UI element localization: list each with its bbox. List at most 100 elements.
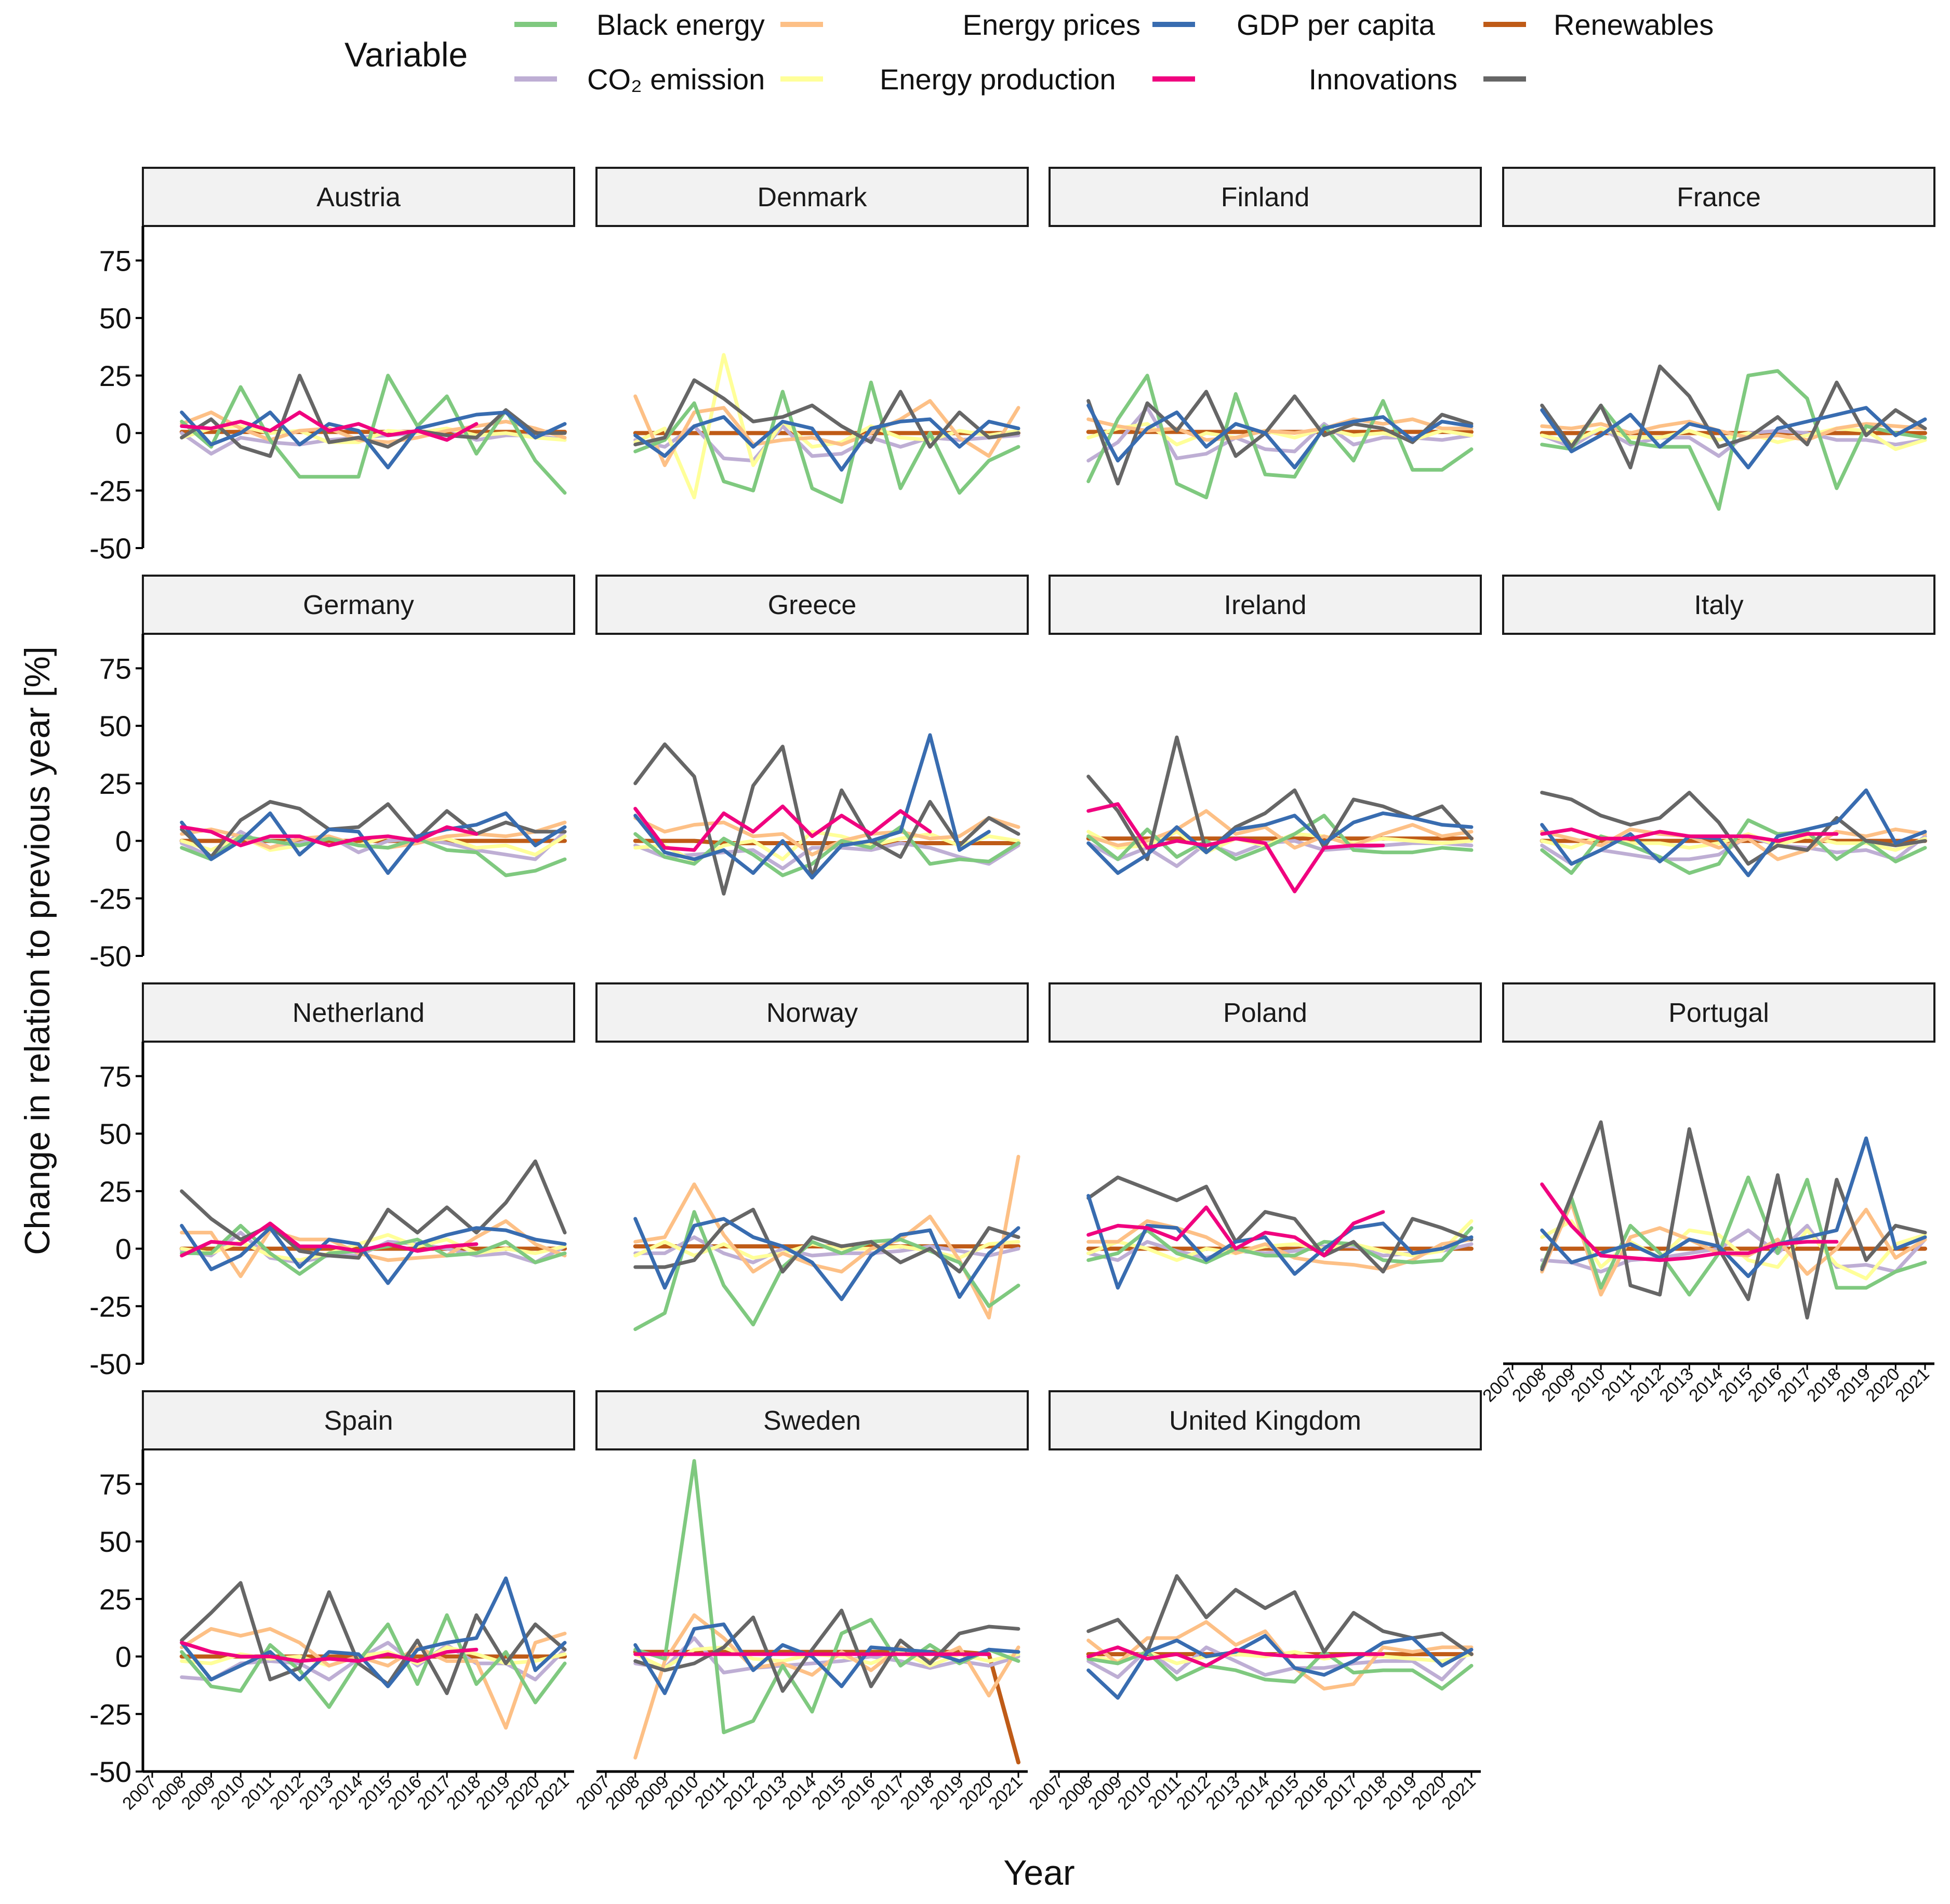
panel-portugal: Portugal 20072008200920102011201220132014…	[1479, 982, 1935, 1406]
series-line-gdp	[633, 733, 991, 880]
x-tick-label: 2015	[808, 1772, 850, 1814]
y-tick-label: 75	[99, 1468, 131, 1500]
x-tick-label: 2016	[838, 1772, 879, 1814]
panel-sweden: Sweden2007200820092010201120122013201420…	[572, 1390, 1029, 1814]
panel-title: Portugal	[1668, 998, 1769, 1028]
series-line-innov	[180, 825, 479, 847]
x-tick-label: 2012	[1626, 1364, 1668, 1406]
panel-title: Germany	[303, 590, 414, 620]
series-line-prod	[1540, 1219, 1927, 1281]
x-tick-label: 2015	[1715, 1364, 1756, 1406]
series-line-black	[1540, 1175, 1927, 1297]
panel-title: United Kingdom	[1169, 1406, 1361, 1436]
x-tick-label: 2018	[1803, 1364, 1845, 1406]
x-tick-label: 2017	[867, 1772, 908, 1814]
x-tick-label: 2019	[926, 1772, 967, 1814]
series-line-patents	[180, 800, 567, 859]
panel-title: Ireland	[1224, 590, 1307, 620]
y-tick-label: 0	[115, 417, 131, 450]
x-tick-label: 2009	[631, 1772, 673, 1814]
series-line-patents	[1086, 1574, 1474, 1656]
y-tick-label: -50	[89, 532, 131, 565]
y-tick-label: 25	[99, 1175, 131, 1208]
x-tick-label: 2019	[1833, 1364, 1874, 1406]
legend-label-co2: CO₂ emission	[587, 63, 765, 96]
series-line-innov	[180, 1221, 479, 1258]
x-tick-label: 2021	[985, 1772, 1026, 1814]
series-line-renew	[633, 1649, 1020, 1765]
y-tick-label: 25	[99, 767, 131, 800]
series-line-patents	[180, 374, 567, 458]
series-line-patents	[633, 378, 1020, 449]
x-tick-label: 2012	[720, 1772, 761, 1814]
panel-strip	[1049, 167, 1482, 227]
series-line-patents	[1540, 1120, 1927, 1320]
x-tick-label: 2008	[1055, 1772, 1096, 1814]
y-tick-label: 0	[115, 1641, 131, 1673]
x-tick-label: 2019	[1379, 1772, 1421, 1814]
x-tick-label: 2020	[1409, 1772, 1450, 1814]
y-tick-label: -25	[89, 474, 131, 507]
x-tick-label: 2016	[1744, 1364, 1786, 1406]
panel-title: Italy	[1694, 590, 1743, 620]
x-tick-label: 2009	[1538, 1364, 1580, 1406]
series-line-prices	[180, 1219, 567, 1279]
x-tick-label: 2011	[691, 1772, 732, 1813]
series-line-innov	[1540, 1182, 1839, 1262]
series-line-innov	[180, 1641, 479, 1663]
series-line-gdp	[633, 1622, 1020, 1695]
legend-label-black: Black energy	[596, 8, 765, 41]
legend-label-prod: Energy production	[880, 63, 1116, 96]
x-tick-label: 2011	[1144, 1772, 1185, 1813]
y-tick-label: 50	[99, 1117, 131, 1150]
x-axis-title: Year	[1003, 1853, 1075, 1893]
x-tick-label: 2011	[1598, 1364, 1639, 1405]
x-tick-label: 2015	[1261, 1772, 1303, 1814]
x-tick-label: 2013	[1202, 1772, 1244, 1814]
x-tick-label: 2019	[472, 1772, 514, 1814]
panel-austria: Austria 75 50 25 0 -25 -50	[89, 167, 575, 565]
series-line-innov	[180, 410, 479, 442]
x-tick-label: 2014	[325, 1772, 366, 1814]
legend-label-gdp: GDP per capita	[1237, 8, 1436, 41]
y-tick-label: 50	[99, 1525, 131, 1558]
y-tick-label: 75	[99, 652, 131, 685]
x-tick-label: 2020	[502, 1772, 543, 1814]
panel-strip	[595, 575, 1029, 635]
panel-germany: Germany 75 50 25 0 -25 -50	[89, 575, 575, 973]
x-tick-label: 2011	[237, 1772, 278, 1813]
panel-strip	[142, 575, 575, 635]
x-tick-label: 2007	[572, 1772, 614, 1814]
panel-title: Spain	[324, 1406, 393, 1436]
series-line-innov	[1086, 1205, 1385, 1258]
y-axis-title: Change in relation to previous year [%]	[18, 646, 57, 1255]
y-tick-label: 75	[99, 1060, 131, 1093]
panel-netherland: Netherland 75 50 25 0 -25 -50	[89, 982, 575, 1380]
panel-strip	[1502, 575, 1935, 635]
series-line-innov	[1540, 827, 1839, 843]
panel-strip	[1502, 982, 1935, 1043]
series-line-gdp	[633, 1217, 1020, 1301]
x-tick-label: 2010	[1567, 1364, 1609, 1406]
series-line-prices	[633, 1613, 1020, 1760]
y-tick-label: 0	[115, 1233, 131, 1266]
panel-strip	[142, 1390, 575, 1450]
series-line-prod	[180, 424, 567, 444]
panel-title: Greece	[768, 590, 857, 620]
panel-strip	[595, 167, 1029, 227]
series-line-gdp	[1086, 1194, 1474, 1290]
panel-poland: Poland	[1049, 982, 1482, 1290]
series-line-innov	[1086, 1645, 1385, 1668]
series-line-gdp	[180, 1223, 567, 1285]
series-line-gdp	[180, 1576, 567, 1688]
x-tick-label: 2016	[1291, 1772, 1332, 1814]
x-tick-label: 2017	[413, 1772, 455, 1814]
series-line-patents	[180, 1581, 567, 1695]
series-line-patents	[1540, 791, 1927, 866]
y-tick-label: 50	[99, 302, 131, 335]
panel-italy: Italy	[1502, 575, 1935, 877]
x-tick-label: 2017	[1320, 1772, 1361, 1814]
panel-title: Norway	[766, 998, 858, 1028]
series-line-patents	[1540, 364, 1927, 470]
